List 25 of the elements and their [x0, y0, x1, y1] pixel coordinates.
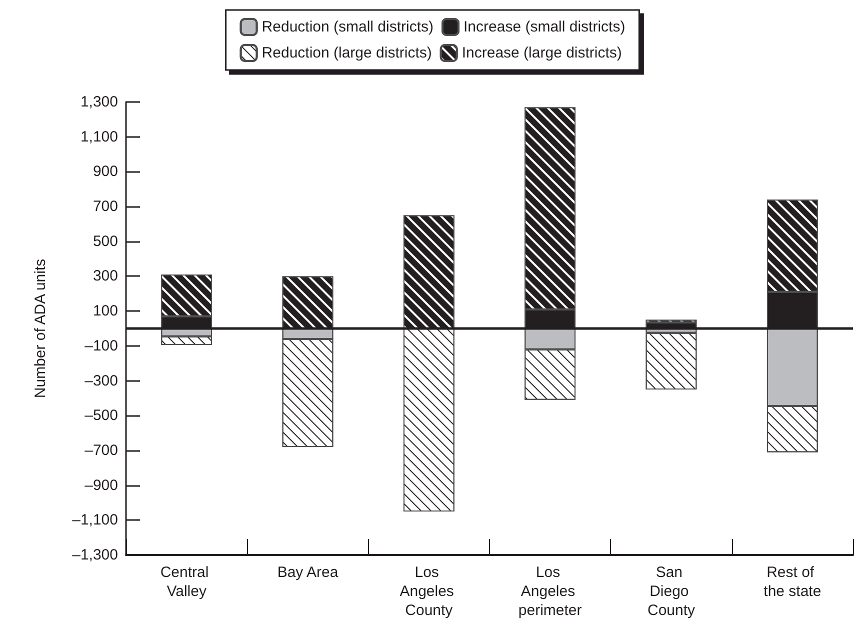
x-tick-label: Bay Area	[277, 564, 339, 581]
legend-label: Increase (large districts)	[462, 44, 622, 62]
y-tick-label: 700	[92, 198, 118, 216]
x-tick-label: Los Angeles County	[400, 564, 458, 619]
x-tick-label: Central Valley	[160, 564, 213, 600]
y-tick-label: 1,300	[80, 94, 118, 110]
x-tick-label: Rest of the state	[764, 564, 822, 600]
x-tick-label: San Diego County	[647, 564, 696, 619]
legend-label: Reduction (small districts)	[262, 18, 434, 36]
y-tick-label: –900	[84, 476, 118, 494]
x-tick-label: Los Angeles perimeter	[518, 564, 582, 619]
y-tick-label: 100	[92, 302, 118, 320]
legend-label: Reduction (large districts)	[262, 44, 432, 62]
y-tick-label: –500	[84, 407, 118, 424]
y-tick-label: 1,100	[80, 128, 118, 146]
y-tick-label: –300	[84, 372, 118, 390]
y-tick-label: 300	[92, 268, 118, 285]
y-tick-label: –100	[84, 337, 118, 354]
y-tick-label: –700	[84, 442, 118, 459]
legend-label: Increase (small districts)	[464, 18, 626, 36]
y-tick-label: –1,300	[72, 546, 118, 564]
y-tick-label: 500	[92, 232, 118, 250]
y-tick-label: –1,100	[72, 512, 118, 529]
y-axis-title: Number of ADA units	[32, 258, 49, 398]
y-tick-label: 900	[92, 163, 118, 180]
